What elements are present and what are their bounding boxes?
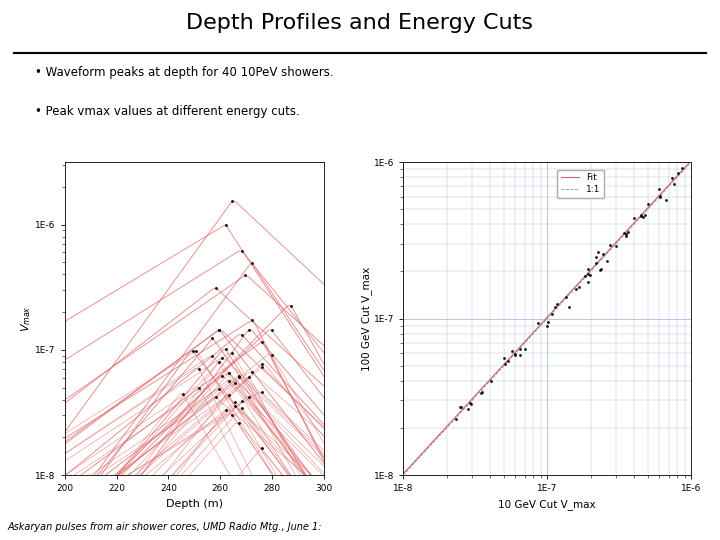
Point <box>639 211 651 220</box>
Point <box>620 231 631 240</box>
Point <box>450 415 462 423</box>
Point <box>590 253 602 261</box>
Point <box>601 257 613 266</box>
Point <box>498 354 510 362</box>
Point <box>582 270 593 279</box>
Point <box>573 282 585 291</box>
X-axis label: Depth (m): Depth (m) <box>166 499 223 509</box>
Point <box>463 404 474 413</box>
Point <box>604 240 616 249</box>
Point <box>476 388 487 396</box>
Point <box>514 350 526 359</box>
Point <box>551 300 562 308</box>
Point <box>672 168 684 177</box>
Point <box>464 399 476 407</box>
Point <box>676 164 688 173</box>
Point <box>618 229 629 238</box>
Y-axis label: $V_{max}$: $V_{max}$ <box>19 305 32 332</box>
Text: • Waveform peaks at depth for 40 10PeV showers.: • Waveform peaks at depth for 40 10PeV s… <box>35 66 334 79</box>
Point <box>579 272 590 280</box>
Point <box>622 228 634 237</box>
Point <box>550 302 562 311</box>
Point <box>503 357 514 366</box>
Point <box>621 230 632 239</box>
Point <box>541 322 552 330</box>
Point <box>590 258 602 267</box>
Point <box>509 350 521 359</box>
Text: • Peak vmax values at different energy cuts.: • Peak vmax values at different energy c… <box>35 105 300 118</box>
Point <box>585 270 596 279</box>
Point <box>654 192 665 200</box>
Point <box>532 319 544 327</box>
Point <box>485 376 497 385</box>
Point <box>595 265 606 274</box>
Legend: Fit, 1:1: Fit, 1:1 <box>557 170 604 198</box>
Point <box>570 285 582 293</box>
Point <box>635 212 647 220</box>
Point <box>500 360 511 368</box>
Point <box>654 192 665 201</box>
Point <box>638 213 649 221</box>
Point <box>595 265 607 273</box>
Point <box>597 250 608 259</box>
Point <box>560 293 572 301</box>
Y-axis label: 100 GeV Cut V_max: 100 GeV Cut V_max <box>361 267 372 370</box>
Point <box>466 400 477 409</box>
Text: Askaryan pulses from air shower cores, UMD Radio Mtg., June 1:: Askaryan pulses from air shower cores, U… <box>7 522 322 531</box>
Text: Depth Profiles and Energy Cuts: Depth Profiles and Energy Cuts <box>186 13 534 33</box>
Point <box>668 180 680 188</box>
Point <box>510 350 521 359</box>
Point <box>642 200 654 208</box>
Point <box>546 309 558 318</box>
Point <box>628 213 639 222</box>
X-axis label: 10 GeV Cut V_max: 10 GeV Cut V_max <box>498 499 596 510</box>
Point <box>563 303 575 312</box>
Point <box>653 185 665 193</box>
Point <box>519 345 531 354</box>
Point <box>456 403 467 411</box>
Point <box>593 248 604 256</box>
Point <box>582 278 594 287</box>
Point <box>507 346 518 355</box>
Point <box>542 318 554 326</box>
Point <box>454 403 466 411</box>
Point <box>611 241 622 250</box>
Point <box>660 195 672 204</box>
Point <box>666 174 678 183</box>
Point <box>515 345 526 353</box>
Point <box>475 388 487 397</box>
Point <box>582 265 594 274</box>
Point <box>636 211 647 219</box>
